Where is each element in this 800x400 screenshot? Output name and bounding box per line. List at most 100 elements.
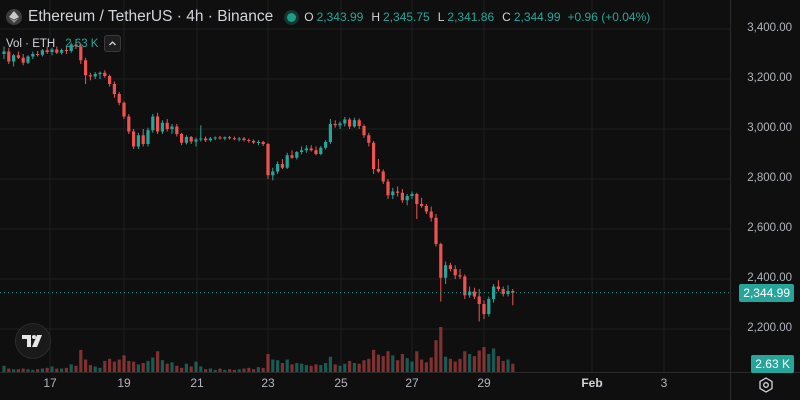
exchange-label: Binance [217,8,274,25]
close-value: 2,344.99 [513,10,561,24]
volume-bar [252,369,256,372]
candle-body [136,135,140,147]
interval-label[interactable]: 4h [186,8,204,25]
volume-bar [223,369,227,372]
volume-bar [333,364,337,372]
volume-bar [328,356,332,372]
candle-body [290,155,294,158]
candle-body [218,137,222,139]
ethereum-icon [6,9,22,25]
volume-bar [367,358,371,372]
volume-bar [237,369,241,372]
volume-bar [290,364,294,372]
price-tick-label: 3,200.00 [747,72,792,84]
candle-body [319,147,323,154]
volume-bar [501,360,505,372]
candle-body [501,289,505,294]
volume-bar [429,357,433,372]
last-volume-tag: 2.63 K [751,355,794,373]
low-value: 2,341.86 [447,10,495,24]
candle-body [396,191,400,193]
time-tick-label: 19 [117,376,131,390]
volume-bar [472,356,476,372]
candle-body [357,120,361,126]
price-tick-label: 2,600.00 [747,222,792,234]
gear-icon[interactable] [758,377,774,398]
candle-body [453,269,457,276]
volume-bar [410,361,414,372]
candle-body [93,74,97,77]
volume-bar [261,367,265,372]
candle-body [424,206,428,212]
symbol-name[interactable]: Ethereum / TetherUS [28,8,173,25]
candle-body [151,116,155,131]
candle-body [194,139,198,142]
volume-bar [372,349,376,372]
candle-body [117,94,121,103]
collapse-icon[interactable] [104,35,122,52]
volume-bar [108,358,112,372]
tradingview-logo-icon[interactable] [15,323,51,359]
candle-body [472,291,476,297]
volume-bar [88,365,92,372]
candle-body [79,46,83,61]
volume-bar [122,355,126,372]
volume-bar [151,357,155,372]
volume-bar [376,354,380,372]
volume-bar [21,368,25,372]
volume-bar [319,365,323,372]
candle-body [103,72,107,76]
volume-bar [405,358,409,372]
candle-body [84,60,88,76]
candle-body [16,55,20,58]
volume-bar [103,360,107,372]
volume-bar [36,369,40,372]
candle-body [429,211,433,218]
volume-bar [60,368,64,372]
candle-body [314,150,318,154]
volume-bar [444,356,448,372]
volume-bar [213,369,217,372]
market-status-icon[interactable] [287,12,297,22]
volume-bar [511,363,515,372]
candle-body [45,50,49,52]
candle-body [31,54,35,57]
volume-bar [381,356,385,372]
volume-bar [64,367,68,372]
volume-bar [256,367,260,372]
volume-bar [271,359,275,372]
candle-body [141,135,145,144]
candle-body [496,286,500,289]
volume-bar [304,365,308,372]
candle-body [492,286,496,299]
volume-bar [420,359,424,372]
candle-body [60,50,64,53]
candle-body [146,130,150,144]
volume-bar [266,354,270,372]
volume-bar [31,369,35,372]
volume-bar [55,368,59,372]
candle-body [247,140,251,141]
volume-bar [338,365,342,372]
candle-body [170,126,174,129]
time-tick-label: 3 [660,376,668,390]
volume-bar [199,366,203,372]
candle-body [328,124,332,142]
volume-bar [45,367,49,372]
candle-body [477,296,481,304]
volume-bar [84,359,88,372]
candle-body [184,137,188,143]
volume-bar [160,360,164,372]
candle-body [511,291,515,293]
volume-label[interactable]: Vol · ETH [6,37,56,50]
volume-bar [396,360,400,372]
time-tick-label: 29 [477,376,491,390]
candle-body [208,138,212,141]
volume-bar [16,369,20,372]
symbol-header: Ethereum / TetherUS · 4h · Binance O 2,34… [6,7,650,27]
candle-body [376,169,380,172]
volume-bar [79,349,83,372]
candle-body [69,44,73,51]
